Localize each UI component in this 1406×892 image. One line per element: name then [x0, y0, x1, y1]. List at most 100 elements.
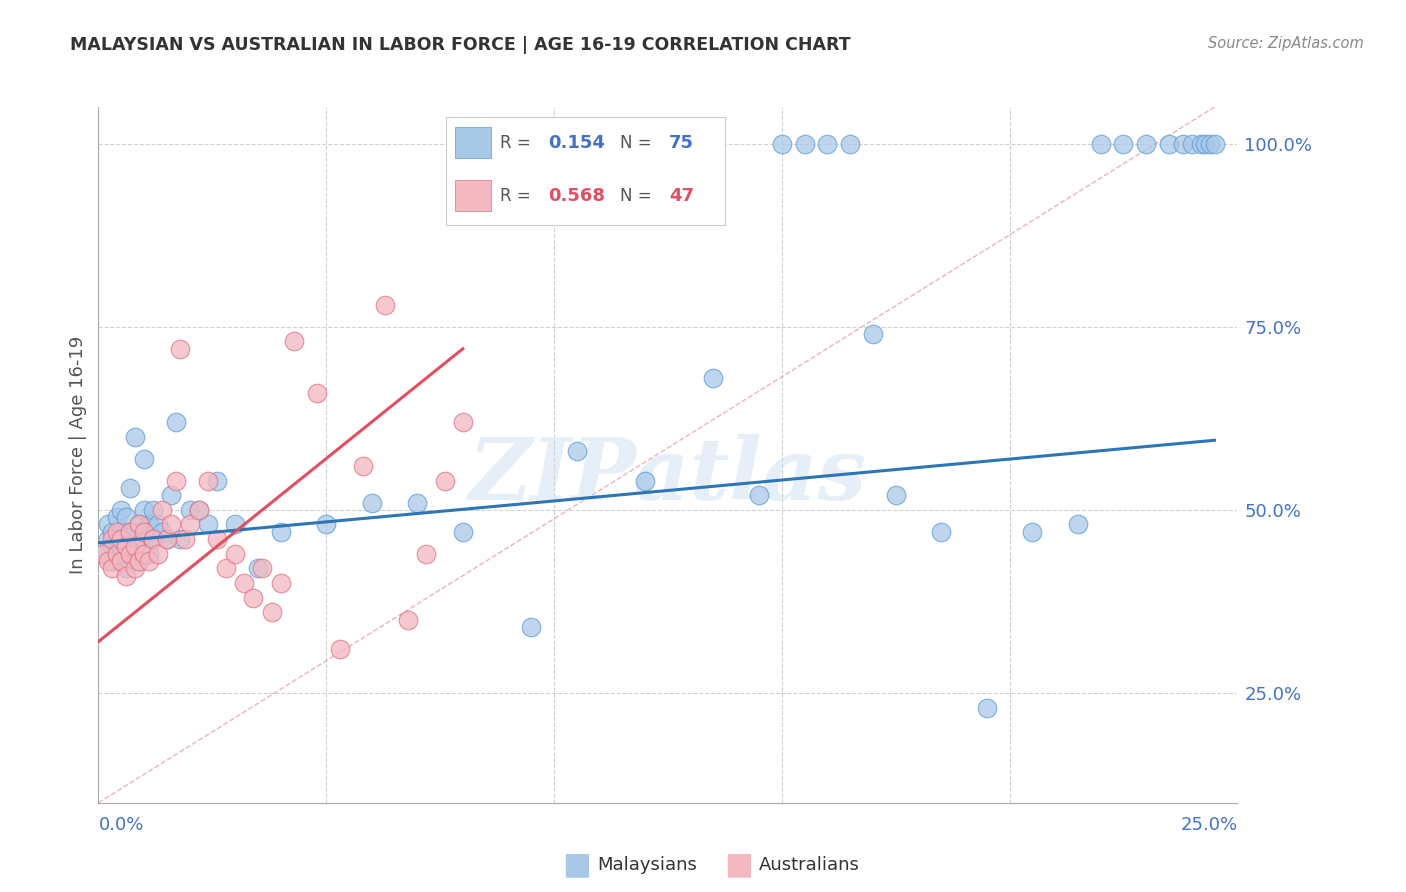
Point [1021, 524, 1043, 539]
Point [114, 524, 136, 539]
Text: N =: N = [620, 134, 657, 153]
Point [156, 532, 179, 546]
Point [187, 503, 209, 517]
Point [150, 503, 173, 517]
FancyBboxPatch shape [446, 118, 725, 226]
Point [179, 517, 201, 532]
Point [215, 561, 238, 575]
Point [120, 524, 142, 539]
Point [124, 524, 146, 539]
Point [120, 524, 142, 539]
Point [179, 503, 201, 517]
Point [415, 547, 437, 561]
Point [105, 547, 128, 561]
Point [1181, 136, 1204, 151]
Point [101, 561, 124, 575]
Point [128, 554, 150, 568]
Point [128, 554, 150, 568]
Point [114, 547, 136, 561]
Point [101, 524, 124, 539]
Point [246, 561, 269, 575]
Point [132, 524, 155, 539]
Point [451, 524, 474, 539]
Point [124, 561, 146, 575]
Point [160, 517, 183, 532]
FancyBboxPatch shape [456, 180, 491, 211]
Point [142, 503, 165, 517]
Point [197, 474, 219, 488]
Point [451, 415, 474, 429]
Point [1171, 136, 1194, 151]
Point [101, 532, 124, 546]
Point [396, 613, 419, 627]
Point [1135, 136, 1157, 151]
Y-axis label: In Labor Force | Age 16-19: In Labor Force | Age 16-19 [69, 335, 87, 574]
Point [105, 547, 128, 561]
Point [1199, 136, 1222, 151]
Point [270, 576, 292, 591]
Point [270, 524, 292, 539]
Point [91, 547, 114, 561]
Point [1157, 136, 1180, 151]
Point [1189, 136, 1212, 151]
Point [352, 458, 374, 473]
Text: Source: ZipAtlas.com: Source: ZipAtlas.com [1208, 36, 1364, 51]
Point [1112, 136, 1135, 151]
Text: MALAYSIAN VS AUSTRALIAN IN LABOR FORCE | AGE 16-19 CORRELATION CHART: MALAYSIAN VS AUSTRALIAN IN LABOR FORCE |… [70, 36, 851, 54]
Point [105, 532, 128, 546]
Point [128, 517, 150, 532]
Text: ■: ■ [562, 851, 592, 880]
Point [96, 517, 118, 532]
Point [702, 371, 724, 385]
Text: Australians: Australians [759, 856, 860, 874]
Point [976, 700, 998, 714]
Point [156, 532, 179, 546]
Point [138, 547, 160, 561]
Text: 0.154: 0.154 [548, 134, 605, 153]
Point [242, 591, 264, 605]
Point [110, 524, 132, 539]
FancyBboxPatch shape [456, 127, 491, 158]
Point [110, 532, 132, 546]
Point [862, 327, 884, 342]
Point [132, 547, 155, 561]
Point [124, 547, 146, 561]
Point [114, 561, 136, 575]
Point [132, 532, 155, 546]
Point [307, 385, 329, 400]
Point [105, 524, 128, 539]
Point [128, 517, 150, 532]
Point [138, 517, 160, 532]
Text: Malaysians: Malaysians [598, 856, 697, 874]
Point [634, 474, 657, 488]
Point [884, 488, 907, 502]
Point [1194, 136, 1216, 151]
Point [205, 474, 228, 488]
Text: 0.568: 0.568 [548, 187, 605, 205]
Point [142, 532, 165, 546]
Point [132, 451, 155, 466]
Point [114, 568, 136, 582]
Text: ■: ■ [724, 851, 754, 880]
Point [748, 488, 770, 502]
Point [105, 510, 128, 524]
Point [169, 342, 191, 356]
Point [146, 517, 169, 532]
Point [160, 488, 183, 502]
Point [839, 136, 862, 151]
Text: R =: R = [501, 187, 537, 205]
Point [91, 547, 114, 561]
Point [165, 415, 187, 429]
Point [96, 532, 118, 546]
Point [174, 532, 197, 546]
Point [815, 136, 838, 151]
Point [110, 554, 132, 568]
Point [260, 606, 283, 620]
Point [124, 429, 146, 443]
Point [406, 495, 429, 509]
Point [138, 554, 160, 568]
Text: 47: 47 [669, 187, 695, 205]
Text: 0.0%: 0.0% [98, 816, 143, 834]
Text: N =: N = [620, 187, 657, 205]
Point [433, 474, 456, 488]
